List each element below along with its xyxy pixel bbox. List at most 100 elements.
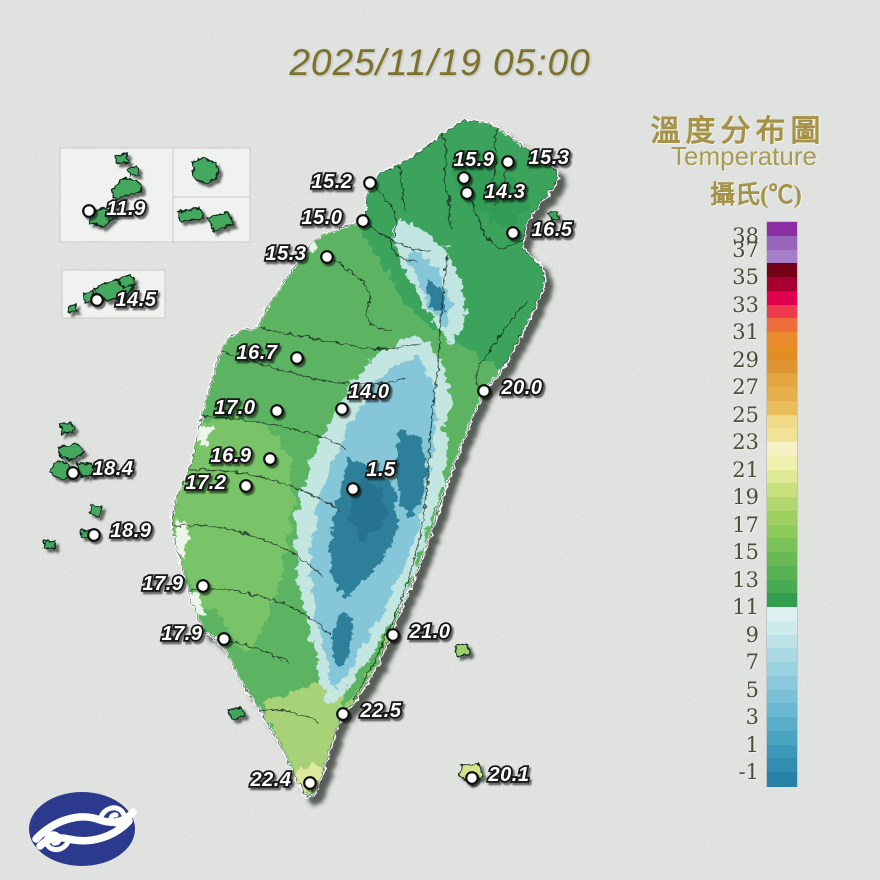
colorbar-band-20 (767, 483, 797, 498)
dongyin-island (191, 157, 219, 185)
station-marker (217, 632, 231, 646)
north-cool-spot (450, 150, 530, 230)
juguang-island (207, 211, 234, 233)
kinmen-islet (117, 273, 136, 288)
station-marker (386, 628, 400, 642)
colorbar-band-10 (767, 620, 797, 636)
station-temperature-label: 16.5 (532, 219, 573, 241)
colorbar-band-29 (767, 359, 797, 374)
station-marker-layer (66, 155, 520, 790)
colorbar-band-25 (767, 414, 797, 429)
station-marker (303, 776, 317, 790)
station-temperature-label: 18.9 (111, 520, 152, 542)
station-marker (506, 226, 520, 240)
cwb-logo (29, 792, 137, 866)
colorbar-band-33 (767, 304, 797, 319)
station-marker (196, 579, 210, 593)
colorbar-band-31 (767, 332, 797, 347)
kinmen-islet (67, 304, 78, 313)
colorbar-band-36 (767, 263, 797, 278)
station-temperature-label: 1.5 (366, 459, 396, 481)
station-marker (239, 479, 253, 493)
station-marker (90, 293, 104, 307)
liuqiu-island (227, 707, 245, 720)
station-temperature-label: 16.7 (237, 342, 278, 364)
matsu-island (111, 177, 143, 199)
colorbar-band-8 (767, 648, 797, 663)
matsu-islet (114, 153, 130, 165)
matsu-inset-box (59, 147, 251, 243)
station-temperature-label: 16.9 (211, 445, 252, 467)
station-temperature-label: 14.0 (349, 381, 390, 403)
station-marker (477, 384, 491, 398)
colorbar-band-12 (767, 593, 797, 608)
juguang-island (177, 207, 204, 223)
station-temperature-label: 22.5 (360, 700, 402, 722)
colorbar-band--1 (767, 772, 797, 787)
station-temperature-label: 17.2 (186, 472, 227, 494)
station-temperature-label: 15.3 (266, 243, 307, 265)
station-temperature-label: 17.0 (215, 397, 256, 419)
colorbar-band-38 (767, 235, 797, 251)
station-marker (336, 707, 350, 721)
colorbar-band-24 (767, 428, 797, 443)
station-temperature-label: 20.1 (488, 764, 530, 786)
station-marker (270, 404, 284, 418)
west-plain-region (173, 416, 294, 654)
station-marker (263, 452, 277, 466)
taiwan-coastline (172, 120, 559, 797)
colorbar-band-26 (767, 400, 797, 416)
station-marker (346, 482, 360, 496)
south-warm-region (262, 683, 346, 795)
mountain-coldest-core (395, 428, 429, 519)
station-marker (335, 402, 349, 416)
colorbar-band-15 (767, 552, 797, 567)
colorbar-band-9 (767, 634, 797, 650)
colorbar-band-17 (767, 524, 797, 539)
colorbar-band-14 (767, 565, 797, 581)
station-marker (320, 250, 334, 264)
colorbar-band-30 (767, 345, 797, 361)
station-temperature-label: 15.2 (312, 171, 353, 193)
colorbar-band-22 (767, 455, 797, 471)
station-marker (87, 528, 101, 542)
colorbar-band-28 (767, 373, 797, 388)
station-temperature-label: 17.9 (162, 623, 203, 645)
station-marker (66, 466, 80, 480)
colorbar-band-5 (767, 689, 797, 705)
station-temperature-label: 15.9 (454, 149, 495, 171)
colorbar-band-18 (767, 510, 797, 526)
colorbar-band-35 (767, 277, 797, 292)
colorbar-band-11 (767, 607, 797, 622)
colorbar-band-16 (767, 538, 797, 553)
mountain-deep-core (350, 480, 388, 540)
station-temperature-label: 15.3 (529, 147, 570, 169)
green-island (454, 643, 471, 658)
station-marker (290, 351, 304, 365)
colorbar-band-3 (767, 717, 797, 732)
colorbar-band-37 (767, 249, 797, 264)
station-temperature-label: 14.5 (116, 289, 157, 311)
station-marker (82, 204, 96, 218)
matsu-islet (127, 165, 140, 177)
colorbar-band-21 (767, 469, 797, 484)
mountain-coldest-core (332, 613, 355, 667)
station-temperature-label: 14.3 (485, 181, 526, 203)
station-marker (356, 214, 370, 228)
colorbar-band-13 (767, 579, 797, 594)
station-temperature-label: 17.9 (143, 573, 184, 595)
station-temperature-label: 18.4 (93, 458, 134, 480)
colorbar-band-6 (767, 675, 797, 691)
colorbar-band-39 (767, 222, 797, 237)
station-temperature-label: 20.0 (501, 377, 543, 399)
station-marker (363, 176, 377, 190)
colorbar-band-7 (767, 662, 797, 677)
colorbar-band-34 (767, 290, 797, 306)
guishan-island (548, 211, 560, 221)
station-temperature-label: 22.4 (250, 769, 292, 791)
colorbar-band-0 (767, 758, 797, 773)
colorbar-band-1 (767, 744, 797, 760)
colorbar-band-19 (767, 497, 797, 512)
colorbar-band-4 (767, 703, 797, 718)
